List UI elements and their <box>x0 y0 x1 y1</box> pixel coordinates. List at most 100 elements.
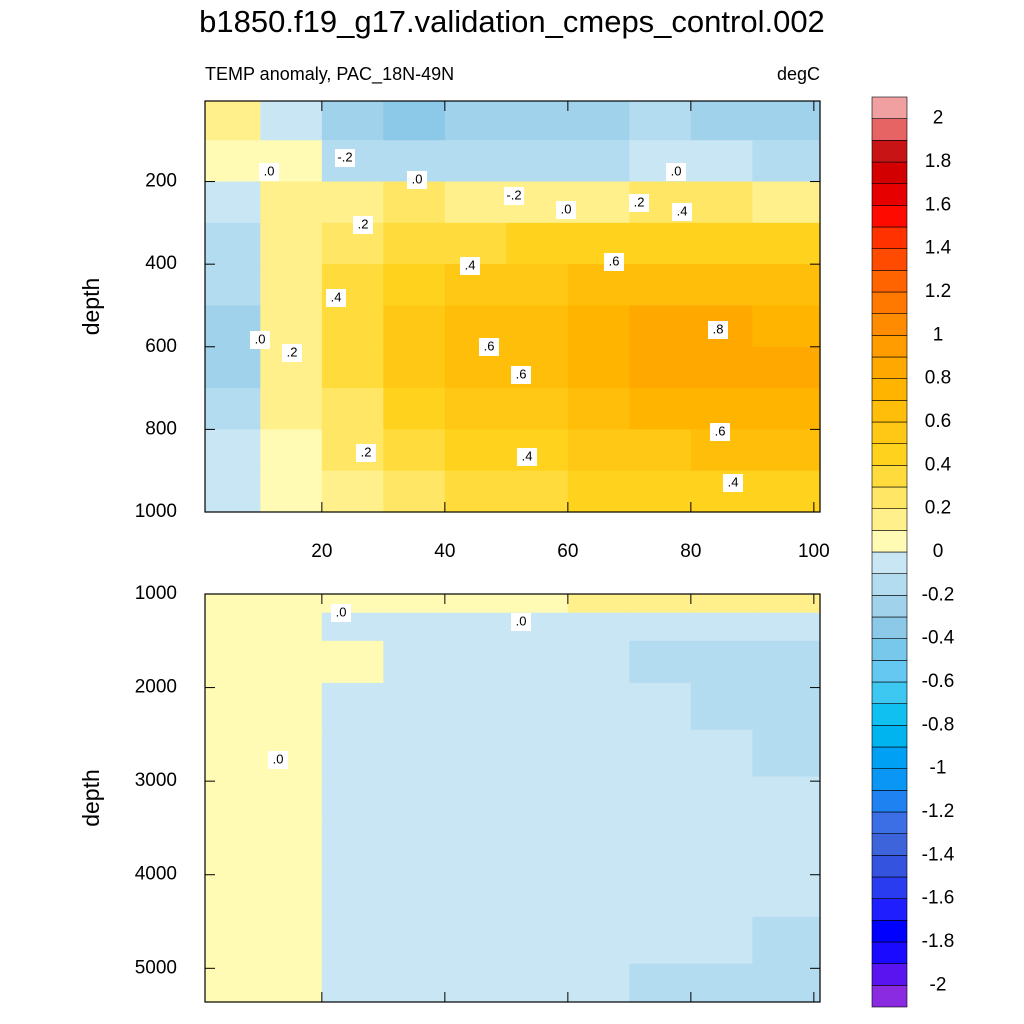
contour-cell <box>567 916 630 965</box>
colorbar-box <box>871 335 908 358</box>
contour-cell <box>321 640 384 684</box>
contour-label: .2 <box>634 194 645 209</box>
contour-label: .4 <box>465 257 476 272</box>
contour-cell <box>383 388 446 430</box>
contour-cell <box>383 429 446 472</box>
y-tick-label: 5000 <box>135 957 177 978</box>
contour-label: .0 <box>561 201 572 216</box>
contour-label-bg <box>460 257 480 275</box>
contour-cell <box>567 429 630 472</box>
contour-cell <box>444 470 507 513</box>
contour-cell <box>690 640 753 684</box>
colorbar-box <box>871 248 908 271</box>
colorbar-tick-label: -0.8 <box>922 714 955 735</box>
contour-label-bg <box>504 187 524 205</box>
contour-cell <box>629 346 692 389</box>
contour-cell <box>506 101 569 141</box>
contour-cell <box>205 388 261 430</box>
contour-cell <box>260 429 323 472</box>
colorbar-box <box>871 638 908 661</box>
contour-cell <box>383 916 446 965</box>
colorbar-box <box>871 378 908 401</box>
contour-label-bg <box>723 474 743 492</box>
contour-cell <box>506 264 569 307</box>
x-tick-label: 60 <box>557 541 578 562</box>
contour-cell <box>567 264 630 307</box>
contour-label-bg <box>710 423 730 441</box>
contour-cell <box>567 346 630 389</box>
contour-cell <box>321 222 384 265</box>
colorbar-box <box>871 508 908 531</box>
contour-cell <box>690 776 753 824</box>
contour-cell <box>629 916 692 965</box>
contour-cell <box>260 776 323 824</box>
contour-cell <box>690 823 753 871</box>
contour-label: .0 <box>273 751 284 766</box>
colorbar-tick-label: 0 <box>933 541 944 562</box>
contour-label: .2 <box>361 444 372 459</box>
contour-cell <box>383 101 446 141</box>
y-tick-label: 800 <box>145 418 177 439</box>
contour-cell <box>321 916 384 965</box>
contour-cell <box>752 101 821 141</box>
colorbar-tick-label: 0.4 <box>925 454 952 475</box>
contour-cell <box>321 181 384 224</box>
contour-cell <box>506 305 569 348</box>
colorbar-box <box>871 400 908 423</box>
contour-cell <box>444 594 507 614</box>
contour-cell <box>629 388 692 430</box>
contour-cell <box>321 101 384 141</box>
y-axis-label: depth <box>78 278 104 336</box>
contour-cell <box>629 823 692 871</box>
contour-cell <box>321 470 384 513</box>
contour-cell <box>383 729 446 778</box>
contour-cell <box>752 682 821 731</box>
contour-cell <box>690 470 753 513</box>
y-tick-label: 1000 <box>135 583 177 604</box>
colorbar-tick-label: 0.2 <box>925 498 951 519</box>
colorbar-box <box>871 465 908 488</box>
contour-cell <box>383 682 446 731</box>
contour-cell <box>567 870 630 918</box>
contour-cell <box>567 594 630 614</box>
colorbar-box <box>871 963 908 986</box>
colorbar-box <box>871 941 908 964</box>
y-tick-label: 3000 <box>135 770 177 791</box>
contour-cell <box>383 963 446 1003</box>
contour-cell <box>629 264 692 307</box>
contour-cell <box>444 916 507 965</box>
contour-cell <box>567 140 630 183</box>
contour-cell <box>444 612 507 642</box>
contour-cell <box>752 388 821 430</box>
contour-label: .0 <box>255 331 266 346</box>
contour-cell <box>444 682 507 731</box>
contour-cell <box>567 729 630 778</box>
colorbar-tick-label: 1.8 <box>925 151 951 172</box>
contour-label-bg <box>708 321 728 339</box>
contour-label: .6 <box>516 366 527 381</box>
contour-cell <box>205 612 261 642</box>
contour-cell <box>752 640 821 684</box>
y-tick-label: 600 <box>145 336 177 357</box>
contour-cell <box>260 101 323 141</box>
contour-cell <box>567 181 630 224</box>
contour-cell <box>260 388 323 430</box>
contour-cell <box>444 181 507 224</box>
contour-cell <box>444 388 507 430</box>
contour-cell <box>205 682 261 731</box>
contour-cell <box>690 729 753 778</box>
colorbar-tick-label: -0.6 <box>922 671 955 692</box>
contour-label-bg <box>479 338 499 356</box>
contour-cell <box>567 776 630 824</box>
colorbar-box <box>871 681 908 704</box>
colorbar-tick-label: 1 <box>933 324 944 345</box>
contour-cell <box>260 612 323 642</box>
contour-cell <box>205 776 261 824</box>
contour-label-bg <box>556 201 576 219</box>
contour-label-bg <box>672 203 692 221</box>
contour-cell <box>629 682 692 731</box>
contour-cell <box>506 388 569 430</box>
colorbar-box <box>871 790 908 813</box>
contour-label: .0 <box>671 163 682 178</box>
